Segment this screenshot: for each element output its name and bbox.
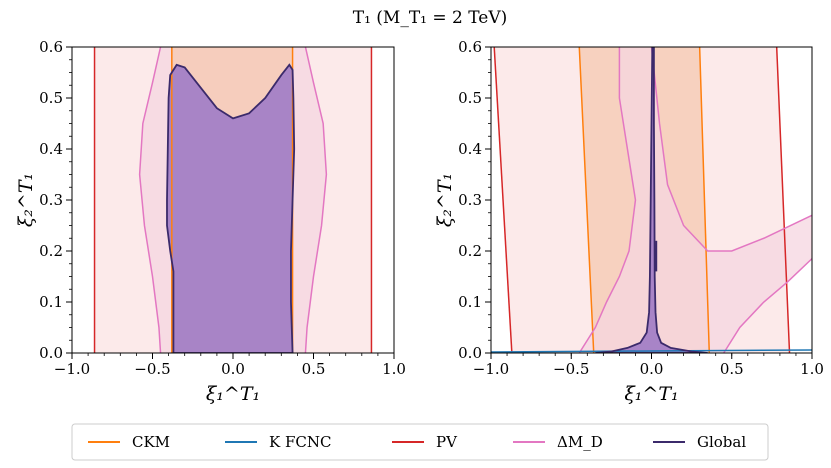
y-tick-label: 0.6 — [458, 38, 482, 56]
contour-ckm — [578, 47, 595, 353]
contour-k-fcnc — [491, 349, 812, 353]
contour--m-d — [304, 47, 328, 353]
y-tick-label: 0.3 — [39, 191, 63, 209]
legend-label: Global — [697, 433, 746, 451]
y-tick-label: 0.2 — [39, 242, 63, 260]
legend-label: K FCNC — [269, 433, 331, 451]
x-tick-label: −0.5 — [553, 360, 589, 378]
left-panel: −1.0 −0.5 0.0 0.5 1.0 0.0 0.1 0.2 0.3 0.4 0.5 0.6 ξ₁… — [15, 38, 406, 405]
x-axis-label: ξ₁^T₁ — [206, 383, 260, 405]
x-tick-label: −1.0 — [54, 360, 90, 378]
x-tick-label: −1.0 — [473, 360, 509, 378]
y-tick-label: 0.2 — [458, 242, 482, 260]
plot-area — [491, 47, 812, 353]
y-tick-label: 0.4 — [39, 140, 63, 158]
x-tick-label: 1.0 — [382, 360, 406, 378]
plot-area — [93, 47, 373, 353]
y-tick-label: 0.5 — [39, 89, 63, 107]
contour-ckm — [698, 47, 711, 353]
x-tick-label: 1.0 — [800, 360, 824, 378]
legend-label: CKM — [132, 433, 170, 451]
x-axis-label: ξ₁^T₁ — [624, 383, 678, 405]
y-tick-label: 0.0 — [39, 344, 63, 362]
y-tick-label: 0.1 — [39, 293, 63, 311]
y-tick-label: 0.5 — [458, 89, 482, 107]
y-axis-label: ξ₂^T₁ — [434, 173, 456, 227]
contour-pv — [775, 47, 791, 353]
right-panel: −1.0 −0.5 0.0 0.5 1.0 0.0 0.1 0.2 0.3 0.4 0.5 0.6 ξ₁… — [434, 38, 824, 405]
figure-title: T₁ (M_T₁ = 2 TeV) — [353, 8, 508, 28]
y-tick-label: 0.0 — [458, 344, 482, 362]
contour-global — [595, 47, 708, 353]
region-fill-global — [166, 64, 295, 353]
y-tick-label: 0.1 — [458, 293, 482, 311]
x-tick-label: 0.0 — [640, 360, 664, 378]
y-tick-label: 0.3 — [458, 191, 482, 209]
y-tick-label: 0.4 — [458, 140, 482, 158]
contour--m-d — [650, 47, 812, 252]
contour-global — [166, 63, 296, 353]
legend-label: ΔM_D — [557, 433, 603, 451]
legend-label: PV — [436, 433, 458, 451]
y-tick-label: 0.6 — [39, 38, 63, 56]
contour--m-d — [723, 258, 812, 353]
x-tick-label: 0.5 — [720, 360, 744, 378]
contour--m-d — [578, 47, 637, 353]
x-tick-label: 0.5 — [302, 360, 326, 378]
y-axis-label: ξ₂^T₁ — [15, 173, 37, 227]
x-tick-label: 0.0 — [221, 360, 245, 378]
x-tick-label: −0.5 — [134, 360, 170, 378]
legend: CKM K FCNC PV ΔM_D Global — [71, 423, 769, 461]
contour-pv — [493, 47, 513, 353]
contour--m-d — [138, 47, 162, 353]
region-fill--m-d — [579, 47, 812, 353]
